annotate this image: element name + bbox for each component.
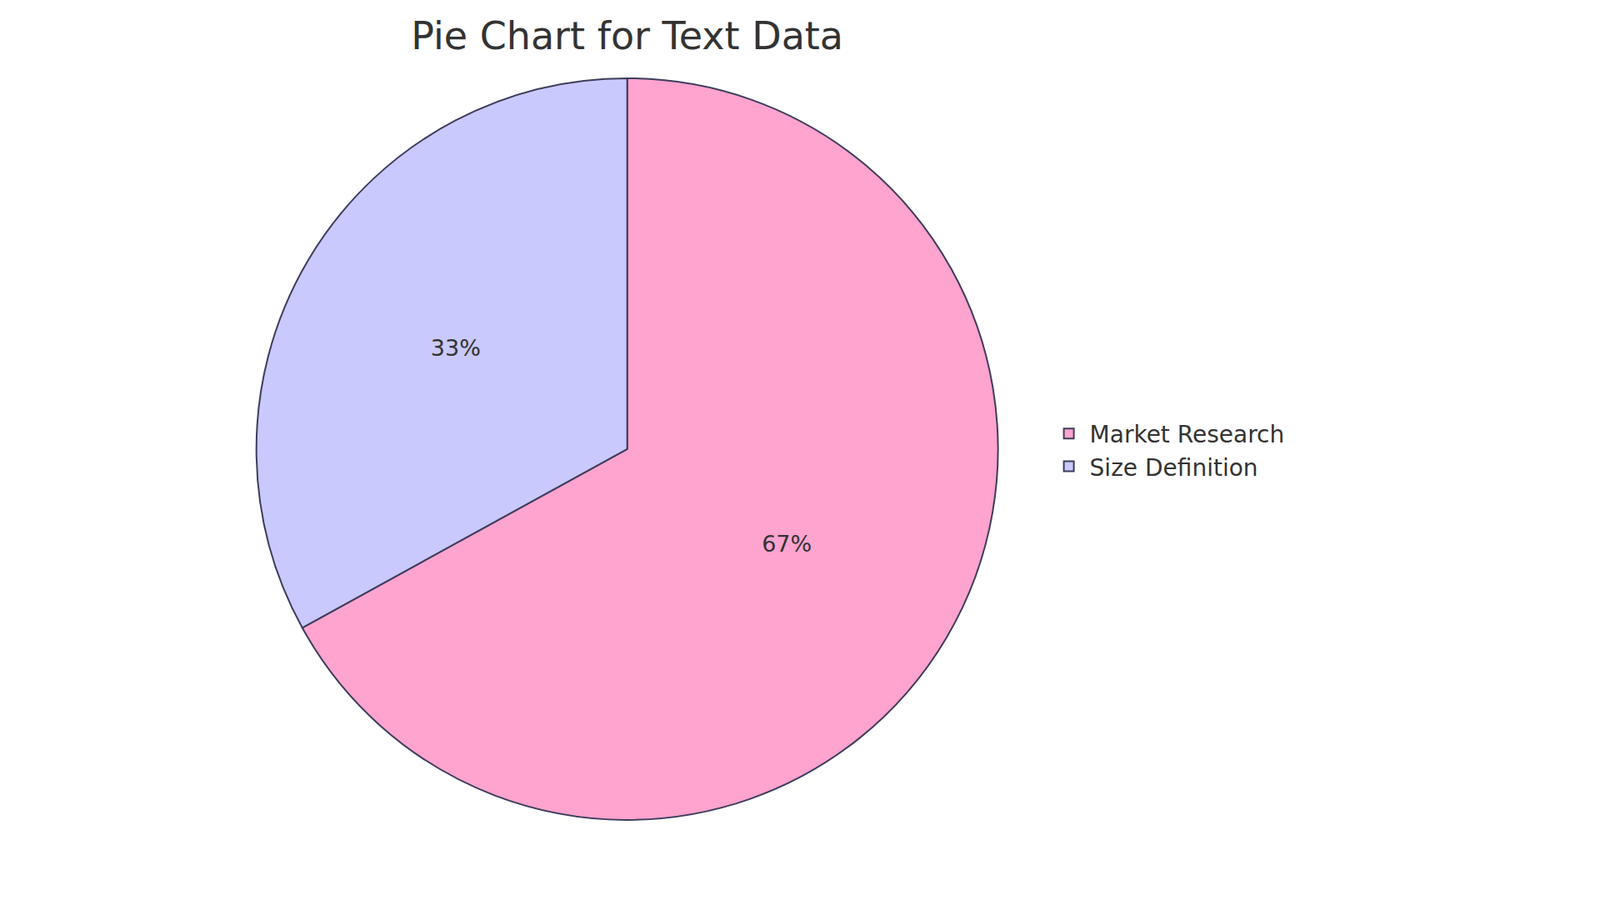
svg-text:33%: 33% <box>430 335 481 361</box>
svg-text:Market Research: Market Research <box>1090 420 1285 449</box>
svg-text:67%: 67% <box>761 530 812 557</box>
svg-text:Pie Chart for Text Data: Pie Chart for Text Data <box>410 13 844 59</box>
svg-text:Size Definition: Size Definition <box>1090 454 1259 482</box>
